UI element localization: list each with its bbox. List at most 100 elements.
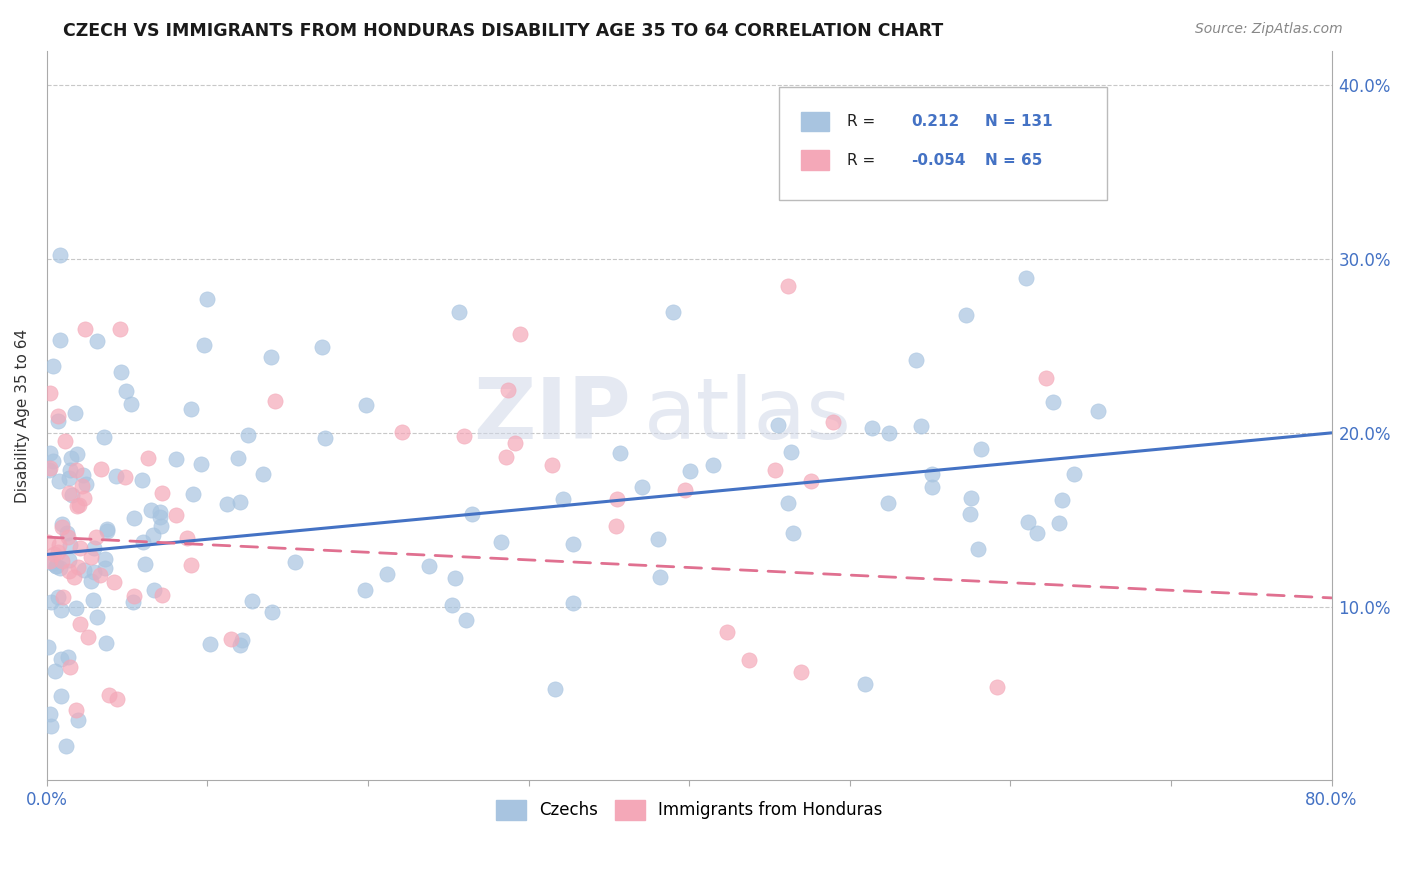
Point (131, 535, 153, 549)
Point (42, 548, 65, 562)
Point (37, 535, 59, 549)
Point (66, 447, 89, 461)
Point (673, 483, 696, 497)
Point (80, 549, 103, 564)
Point (150, 485, 173, 500)
Point (508, 327, 530, 342)
Point (52, 590, 75, 604)
Point (56, 650, 79, 665)
Point (165, 452, 187, 467)
Point (38, 463, 60, 477)
Point (606, 491, 628, 506)
Point (86, 334, 108, 348)
Point (90, 462, 112, 476)
Point (763, 463, 786, 477)
Point (1025, 526, 1047, 541)
Point (800, 474, 823, 488)
Point (877, 425, 900, 440)
Point (58, 470, 80, 484)
Point (228, 495, 250, 509)
Point (37, 640, 59, 654)
Point (354, 582, 377, 597)
Point (41, 359, 63, 373)
Point (39, 460, 62, 475)
Point (921, 480, 943, 494)
Point (679, 464, 702, 478)
Point (142, 527, 165, 541)
Point (1087, 404, 1109, 418)
Point (60, 488, 83, 502)
Point (79, 574, 101, 588)
Point (149, 510, 172, 524)
Point (69, 617, 91, 632)
Point (124, 590, 146, 604)
Point (661, 305, 683, 319)
Point (986, 681, 1008, 695)
Point (440, 599, 463, 613)
Point (51, 553, 73, 567)
Point (93, 430, 115, 444)
Point (96, 522, 118, 536)
Point (75, 477, 97, 491)
Point (766, 418, 789, 433)
Point (103, 574, 125, 589)
Point (183, 487, 205, 501)
Point (311, 340, 333, 354)
Point (496, 383, 519, 397)
Text: R =: R = (848, 153, 876, 168)
Point (121, 595, 143, 609)
Point (39, 719, 62, 733)
Point (904, 352, 927, 367)
Point (41, 556, 63, 570)
Point (51, 520, 73, 534)
Point (108, 322, 131, 336)
Point (955, 308, 977, 322)
Point (970, 442, 993, 456)
Point (263, 394, 285, 409)
Point (877, 496, 900, 510)
Point (46, 544, 69, 558)
Point (314, 431, 336, 445)
Point (72, 468, 94, 483)
Point (73, 322, 96, 336)
Point (39, 595, 62, 609)
Point (260, 351, 283, 365)
Point (48, 248, 70, 262)
Point (461, 507, 484, 521)
Point (46, 590, 69, 604)
Point (605, 518, 627, 533)
Point (139, 502, 162, 516)
Point (790, 665, 813, 679)
Point (219, 632, 242, 646)
Point (1017, 515, 1039, 529)
Point (967, 542, 990, 557)
Point (49, 603, 72, 617)
Point (180, 558, 202, 572)
Point (69, 541, 91, 555)
Point (45, 559, 67, 574)
Point (114, 470, 136, 484)
Point (215, 497, 238, 511)
Point (73, 564, 96, 578)
Point (200, 638, 222, 652)
Point (51, 517, 73, 532)
Point (495, 450, 517, 464)
Point (48, 474, 70, 488)
Point (59, 450, 82, 465)
Point (252, 467, 274, 482)
Point (94, 560, 117, 574)
Point (65, 601, 87, 615)
Point (456, 613, 478, 627)
Point (152, 588, 174, 602)
Point (1063, 467, 1085, 481)
Point (541, 458, 564, 472)
Point (38, 446, 60, 460)
Point (83, 541, 105, 556)
Point (131, 473, 153, 487)
Point (48, 333, 70, 347)
Point (94, 636, 117, 650)
Point (551, 491, 574, 506)
Point (94, 552, 117, 566)
Point (716, 625, 738, 640)
Point (46, 409, 69, 424)
